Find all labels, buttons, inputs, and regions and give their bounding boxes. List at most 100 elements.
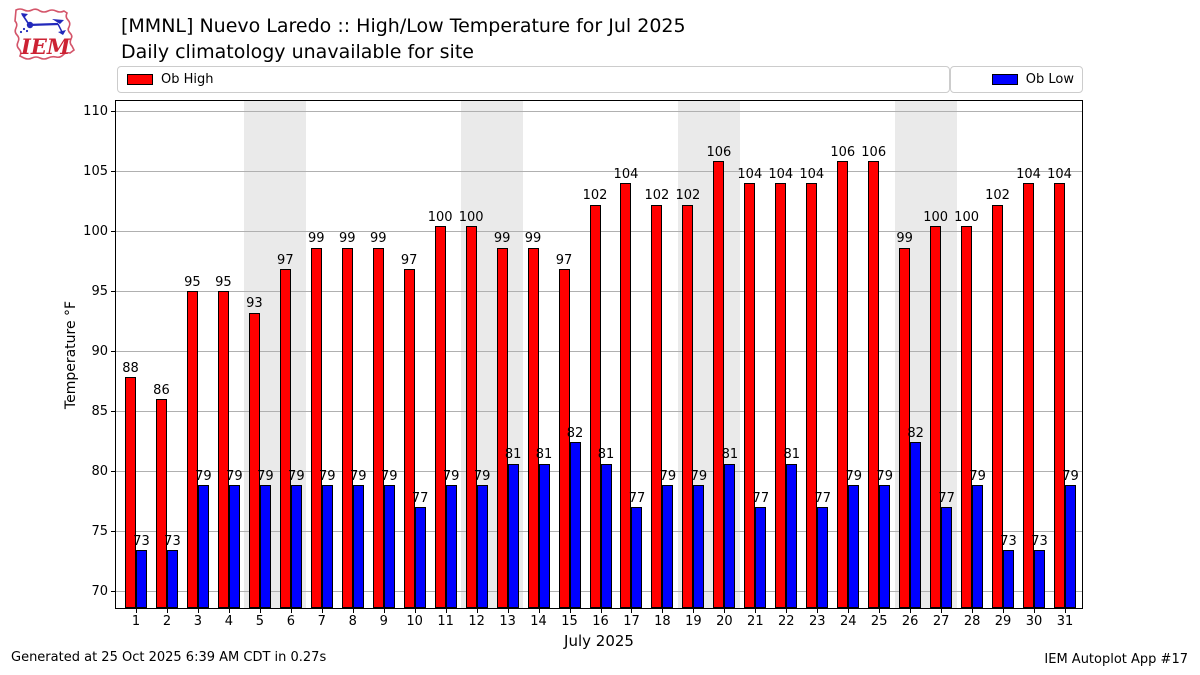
- x-tick-label: 28: [963, 614, 981, 629]
- x-tick-label: 31: [1056, 614, 1074, 629]
- x-tick: [600, 609, 602, 613]
- low-bar-value-label: 79: [226, 468, 243, 484]
- high-bar: [1023, 183, 1035, 608]
- x-tick: [259, 609, 261, 613]
- x-tick-label: 10: [406, 614, 423, 629]
- x-tick-label: 7: [317, 614, 326, 629]
- high-bar-value-label: 97: [555, 252, 573, 268]
- x-tick: [569, 609, 571, 613]
- low-bar-value-label: 79: [380, 468, 398, 484]
- high-bar: [341, 247, 353, 608]
- high-bar: [279, 269, 291, 608]
- x-tick-label: 9: [379, 614, 388, 629]
- ob-high-swatch-icon: [127, 74, 153, 85]
- high-bar-value-label: 97: [277, 252, 294, 268]
- low-bar: [972, 485, 984, 608]
- low-bar: [817, 507, 829, 608]
- x-tick-label: 11: [437, 614, 454, 629]
- high-bar-value-label: 106: [861, 144, 887, 160]
- chart-title: [MMNL] Nuevo Laredo :: High/Low Temperat…: [121, 15, 686, 37]
- y-tick: [111, 411, 115, 412]
- high-bar: [403, 269, 415, 608]
- low-bar-value-label: 73: [1000, 533, 1017, 549]
- high-bar-value-label: 100: [923, 209, 949, 225]
- x-tick: [352, 609, 354, 613]
- x-tick: [321, 609, 323, 613]
- high-bar-value-label: 99: [524, 231, 542, 247]
- low-bar: [724, 463, 736, 608]
- x-tick-label: 18: [654, 614, 671, 629]
- low-bar-value-label: 77: [814, 490, 832, 506]
- low-bar-value-label: 79: [876, 468, 893, 484]
- x-tick: [414, 609, 416, 613]
- chart-subtitle: Daily climatology unavailable for site: [121, 41, 474, 63]
- y-tick: [111, 231, 115, 232]
- high-bar: [589, 204, 601, 608]
- x-tick: [941, 609, 943, 613]
- high-bar-value-label: 104: [799, 166, 825, 182]
- iem-logo: IEM: [14, 8, 76, 60]
- x-tick-label: 25: [870, 614, 888, 629]
- high-bar: [620, 183, 632, 608]
- low-bar: [1003, 550, 1015, 608]
- x-tick-label: 23: [808, 614, 826, 629]
- low-bar-value-label: 81: [783, 447, 801, 463]
- x-tick: [1034, 609, 1036, 613]
- x-tick-label: 27: [932, 614, 950, 629]
- high-bar: [310, 247, 322, 608]
- high-bar-value-label: 99: [369, 231, 387, 247]
- y-tick: [111, 471, 115, 472]
- low-bar-value-label: 77: [628, 490, 646, 506]
- low-bar: [600, 463, 612, 608]
- x-tick-label: 5: [255, 614, 264, 629]
- low-bar: [445, 485, 457, 608]
- high-bar: [434, 226, 446, 608]
- y-tick-label: 75: [91, 524, 108, 539]
- high-bar-value-label: 106: [830, 144, 856, 160]
- high-bar: [186, 291, 198, 608]
- high-bar-value-label: 99: [493, 231, 511, 247]
- high-bar-value-label: 99: [338, 231, 356, 247]
- low-bar: [136, 550, 147, 608]
- x-tick-label: 13: [499, 614, 516, 629]
- low-bar-value-label: 79: [473, 468, 491, 484]
- x-tick: [724, 609, 726, 613]
- x-tick: [228, 609, 230, 613]
- low-bar-value-label: 77: [752, 490, 770, 506]
- x-tick: [662, 609, 664, 613]
- low-bar: [321, 485, 333, 608]
- low-bar: [941, 507, 953, 608]
- y-tick-label: 110: [83, 104, 108, 119]
- high-bar-value-label: 104: [768, 166, 794, 182]
- high-bar: [899, 247, 911, 608]
- low-bar: [879, 485, 891, 608]
- low-bar: [383, 485, 395, 608]
- high-bar: [496, 247, 508, 608]
- low-bar-value-label: 82: [907, 425, 924, 441]
- low-bar-value-label: 79: [257, 468, 274, 484]
- high-bar: [527, 247, 539, 608]
- high-bar-value-label: 104: [1016, 166, 1041, 182]
- high-bar-value-label: 86: [153, 382, 170, 398]
- x-tick-label: 14: [530, 614, 547, 629]
- x-tick: [476, 609, 478, 613]
- y-tick: [111, 351, 115, 352]
- low-bar: [259, 485, 271, 608]
- x-tick-label: 30: [1025, 614, 1043, 629]
- x-tick-label: 6: [286, 614, 295, 629]
- x-tick: [166, 609, 168, 613]
- high-bar: [806, 183, 818, 608]
- high-bar-value-label: 102: [644, 188, 670, 204]
- high-bar-value-label: 102: [985, 188, 1010, 204]
- high-bar: [682, 204, 694, 608]
- low-bar-value-label: 79: [1062, 468, 1079, 484]
- high-bar-value-label: 104: [1047, 166, 1072, 182]
- low-bar: [1034, 550, 1046, 608]
- high-bar-value-label: 88: [122, 360, 139, 376]
- low-bar-value-label: 77: [411, 490, 429, 506]
- x-tick: [383, 609, 385, 613]
- low-bar: [228, 485, 240, 608]
- high-bar-value-label: 100: [458, 209, 484, 225]
- gridline: [115, 171, 1083, 172]
- legend-entry-ob-low: Ob Low: [950, 66, 1083, 93]
